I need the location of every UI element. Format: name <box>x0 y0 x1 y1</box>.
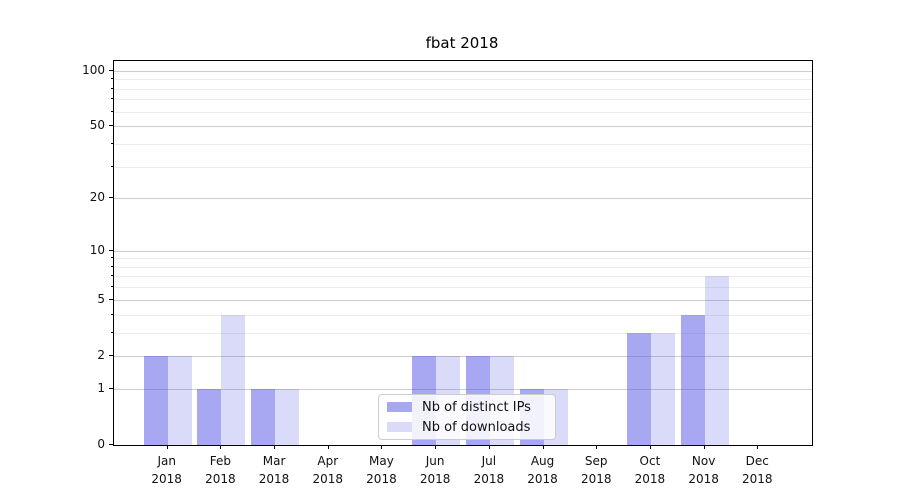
minor-gridline <box>114 166 812 168</box>
plot-area: Nb of distinct IPs Nb of downloads <box>113 60 813 446</box>
major-gridline <box>114 355 812 357</box>
x-tick-label: Jun 2018 <box>419 454 451 486</box>
y-tick-label: 20 <box>89 190 105 205</box>
minor-gridline <box>114 332 812 334</box>
x-tick-label: Jan 2018 <box>151 454 182 486</box>
bar-downloads-feb <box>221 314 246 445</box>
bar-distinct-ips-jan <box>143 355 168 445</box>
minor-gridline <box>114 287 812 289</box>
y-tick-mark <box>109 354 113 356</box>
x-tick-label: Oct 2018 <box>634 454 666 486</box>
minor-gridline <box>114 276 812 278</box>
y-tick-label: 50 <box>89 118 105 133</box>
y-minor-tick-mark <box>111 265 113 267</box>
bar-distinct-ips-feb <box>197 388 222 445</box>
minor-gridline <box>114 88 812 90</box>
x-tick-label: Jul 2018 <box>473 454 505 486</box>
y-minor-tick-mark <box>111 257 113 259</box>
x-tick-label: Nov 2018 <box>688 454 719 486</box>
major-gridline <box>114 70 812 72</box>
y-tick-mark <box>109 69 113 71</box>
y-tick-label: 10 <box>89 242 105 257</box>
bar-distinct-ips-oct <box>626 332 651 445</box>
y-minor-tick-mark <box>111 275 113 277</box>
y-tick-label: 2 <box>97 347 105 362</box>
legend-label-distinct-ips: Nb of distinct IPs <box>422 399 531 415</box>
minor-gridline <box>114 258 812 260</box>
bar-distinct-ips-mar <box>251 388 276 445</box>
bar-downloads-jan <box>167 355 192 445</box>
major-gridline <box>114 198 812 200</box>
y-tick-mark <box>109 298 113 300</box>
x-tick-mark <box>220 445 222 449</box>
x-tick-mark <box>435 445 437 449</box>
y-tick-mark <box>109 125 113 127</box>
bar-downloads-mar <box>275 388 300 445</box>
legend-item-downloads: Nb of downloads <box>387 420 547 435</box>
legend: Nb of distinct IPs Nb of downloads <box>378 394 556 440</box>
x-tick-label: Dec 2018 <box>742 454 773 486</box>
legend-swatch-distinct-ips <box>387 402 412 412</box>
minor-gridline <box>114 266 812 268</box>
minor-gridline <box>114 79 812 81</box>
y-minor-tick-mark <box>111 142 113 144</box>
y-minor-tick-mark <box>111 87 113 89</box>
y-minor-tick-mark <box>111 331 113 333</box>
bar-downloads-oct <box>650 332 675 445</box>
y-tick-label: 100 <box>82 62 105 77</box>
y-minor-tick-mark <box>111 286 113 288</box>
minor-gridline <box>114 99 812 101</box>
chart-title: fbat 2018 <box>425 34 499 52</box>
y-minor-tick-mark <box>111 110 113 112</box>
minor-gridline <box>114 143 812 145</box>
y-minor-tick-mark <box>111 165 113 167</box>
x-tick-mark <box>488 445 490 449</box>
y-tick-mark <box>109 197 113 199</box>
x-tick-label: Sep 2018 <box>580 454 612 486</box>
x-tick-mark <box>703 445 705 449</box>
x-tick-label: Aug 2018 <box>527 454 558 486</box>
y-minor-tick-mark <box>111 98 113 100</box>
minor-gridline <box>114 111 812 113</box>
y-tick-label: 0 <box>97 437 105 451</box>
x-tick-mark <box>274 445 276 449</box>
major-gridline <box>114 250 812 252</box>
major-gridline <box>114 126 812 128</box>
y-tick-label: 1 <box>97 380 105 395</box>
bar-downloads-nov <box>704 276 729 445</box>
x-tick-mark <box>757 445 759 449</box>
legend-swatch-downloads <box>387 422 412 432</box>
x-tick-mark <box>596 445 598 449</box>
x-tick-mark <box>542 445 544 449</box>
y-minor-tick-mark <box>111 78 113 80</box>
bar-distinct-ips-nov <box>680 314 705 445</box>
major-gridline <box>114 388 812 390</box>
minor-gridline <box>114 314 812 316</box>
y-minor-tick-mark <box>111 313 113 315</box>
major-gridline <box>114 299 812 301</box>
x-tick-mark <box>327 445 329 449</box>
y-tick-mark <box>109 444 113 445</box>
y-tick-mark <box>109 387 113 389</box>
legend-label-downloads: Nb of downloads <box>422 419 531 435</box>
legend-item-distinct-ips: Nb of distinct IPs <box>387 400 547 415</box>
x-tick-label: Mar 2018 <box>258 454 290 486</box>
x-tick-label: Apr 2018 <box>312 454 344 486</box>
x-tick-mark <box>166 445 168 449</box>
x-tick-mark <box>649 445 651 449</box>
y-tick-mark <box>109 249 113 251</box>
x-tick-label: May 2018 <box>366 454 397 486</box>
x-tick-mark <box>381 445 383 449</box>
y-tick-label: 5 <box>97 291 105 306</box>
x-tick-label: Feb 2018 <box>205 454 236 486</box>
